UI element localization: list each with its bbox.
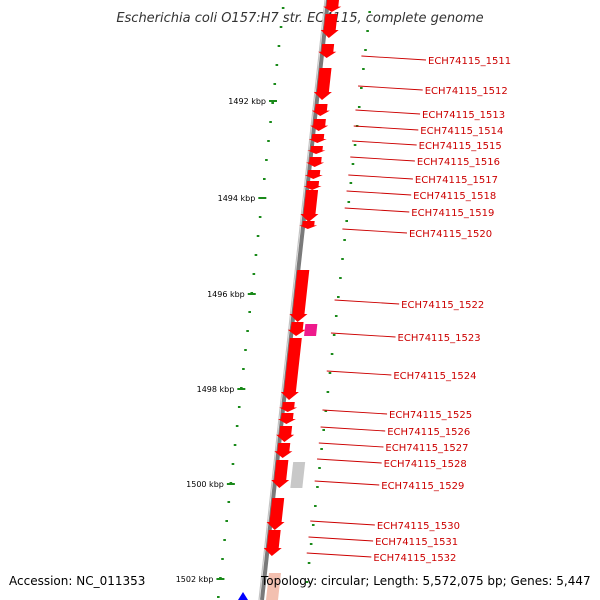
gene-leader-line — [358, 85, 423, 91]
gene-label: ECH74115_1523 — [398, 333, 481, 344]
gene-leader-line — [308, 536, 374, 542]
gene-label: ECH74115_1511 — [428, 56, 511, 67]
kbp-tick-label: 1500 kbp — [186, 480, 224, 489]
gene-arrow-alt — [304, 324, 318, 336]
kbp-tick-label: 1496 kbp — [207, 290, 245, 299]
gene-label: ECH74115_1519 — [411, 208, 494, 219]
gene-arrow — [274, 443, 293, 458]
gene-arrow — [277, 413, 296, 424]
gene-leader-line — [318, 442, 384, 448]
gene-arrow — [311, 104, 330, 116]
gene-label: ECH74115_1513 — [422, 110, 505, 121]
gene-arrow — [323, 0, 342, 12]
gene-leader-line — [344, 207, 410, 213]
gene-label: ECH74115_1530 — [377, 521, 460, 532]
gene-label: ECH74115_1529 — [381, 481, 464, 492]
gene-label: ECH74115_1532 — [373, 553, 456, 564]
gene-arrow — [263, 530, 282, 556]
gene-arrow — [304, 170, 323, 179]
gene-leader-line — [320, 426, 386, 432]
gene-label-list: ECH74115_1511 ECH74115_1512 ECH74115_1513 E… — [306, 55, 511, 564]
kbp-scale: 1492 kbp 1494 kbp 1496 kbp 1498 kbp 1500 kbp… — [176, 97, 277, 584]
gene-leader-line — [306, 552, 372, 558]
gene-leader-line — [361, 55, 427, 61]
gene-arrow — [310, 119, 329, 131]
gene-arrow — [289, 270, 310, 322]
gene-label: ECH74115_1526 — [387, 427, 470, 438]
gene-leader-line — [322, 409, 388, 415]
gene-arrow — [307, 146, 326, 154]
gene-arrow — [299, 221, 318, 229]
gene-label: ECH74115_1525 — [389, 410, 472, 421]
gene-arrow — [308, 134, 327, 143]
inner-tick-track — [217, 7, 285, 598]
genome-title: Escherichia coli O157:H7 str. EC4115, co… — [116, 11, 483, 26]
gene-leader-line — [353, 125, 419, 131]
gene-label: ECH74115_1520 — [409, 229, 492, 240]
gene-leader-line — [348, 174, 413, 180]
gene-label: ECH74115_1518 — [413, 191, 496, 202]
gene-arrow — [287, 322, 306, 336]
gene-label: ECH74115_1515 — [419, 141, 502, 152]
gene-arrow — [318, 44, 337, 58]
gene-label: ECH74115_1531 — [375, 537, 458, 548]
gene-arrow — [266, 498, 285, 530]
gene-arrow — [271, 460, 290, 488]
gene-arrow — [280, 338, 302, 400]
gene-leader-line — [310, 520, 375, 526]
kbp-tick-label: 1502 kbp — [176, 575, 214, 584]
topology-text: Topology: circular; Length: 5,572,075 bp… — [261, 574, 591, 588]
gene-faded — [266, 573, 281, 600]
gene-arrow-minus — [238, 592, 248, 600]
gene-leader-line — [330, 332, 396, 338]
gene-arrow — [279, 402, 298, 412]
genome-backbone-inner — [258, 0, 326, 600]
gene-label: ECH74115_1527 — [385, 443, 468, 454]
accession-text: Accession: NC_011353 — [9, 574, 146, 588]
gene-label: ECH74115_1516 — [417, 157, 500, 168]
gene-arrow — [320, 14, 339, 38]
kbp-tick-label: 1498 kbp — [197, 385, 235, 394]
gene-arrow — [313, 68, 332, 100]
gene-leader-line — [342, 228, 407, 234]
gene-leader-line — [352, 140, 417, 146]
gene-features — [238, 0, 342, 600]
gene-arrow — [306, 157, 325, 167]
gene-label: ECH74115_1528 — [384, 459, 467, 470]
gene-arrow — [303, 181, 322, 190]
kbp-tick-label: 1492 kbp — [228, 97, 266, 106]
gene-arrow — [276, 426, 295, 442]
kbp-tick-label: 1494 kbp — [218, 194, 256, 203]
gene-pseudo — [290, 462, 306, 488]
gene-leader-line — [350, 156, 415, 162]
gene-label: ECH74115_1512 — [425, 86, 508, 97]
gene-leader-line — [346, 190, 412, 196]
gene-leader-line — [326, 370, 392, 376]
gene-leader-line — [317, 458, 382, 464]
gene-leader-line — [334, 299, 400, 305]
gene-leader-line — [314, 480, 380, 486]
gene-label: ECH74115_1524 — [393, 371, 476, 382]
gene-label: ECH74115_1522 — [401, 300, 484, 311]
gene-label: ECH74115_1514 — [420, 126, 503, 137]
gene-arrow — [300, 190, 319, 222]
gene-leader-line — [355, 109, 421, 115]
gene-label: ECH74115_1517 — [415, 175, 498, 186]
